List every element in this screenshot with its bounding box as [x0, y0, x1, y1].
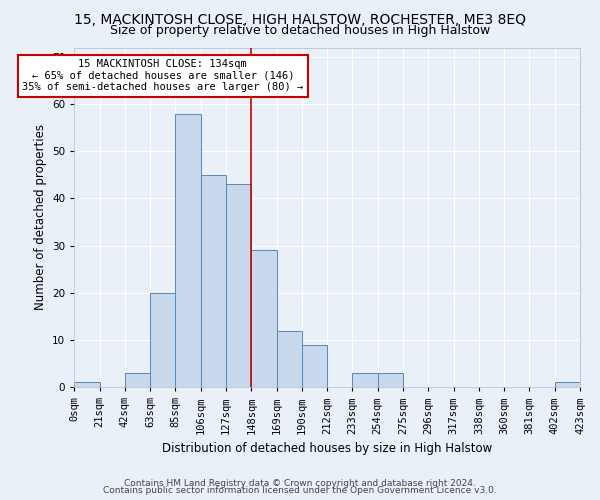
Text: 15, MACKINTOSH CLOSE, HIGH HALSTOW, ROCHESTER, ME3 8EQ: 15, MACKINTOSH CLOSE, HIGH HALSTOW, ROCH… [74, 12, 526, 26]
Bar [555, 382, 580, 387]
Text: 15 MACKINTOSH CLOSE: 134sqm
← 65% of detached houses are smaller (146)
35% of se: 15 MACKINTOSH CLOSE: 134sqm ← 65% of det… [22, 60, 304, 92]
Bar [302, 344, 327, 387]
Bar [277, 330, 302, 387]
Bar [352, 373, 378, 387]
Bar [378, 373, 403, 387]
X-axis label: Distribution of detached houses by size in High Halstow: Distribution of detached houses by size … [162, 442, 492, 455]
Bar [200, 175, 226, 387]
Text: Contains public sector information licensed under the Open Government Licence v3: Contains public sector information licen… [103, 486, 497, 495]
Bar [125, 373, 150, 387]
Bar [150, 293, 175, 387]
Bar [175, 114, 200, 387]
Text: Size of property relative to detached houses in High Halstow: Size of property relative to detached ho… [110, 24, 490, 37]
Text: Contains HM Land Registry data © Crown copyright and database right 2024.: Contains HM Land Registry data © Crown c… [124, 478, 476, 488]
Bar [74, 382, 100, 387]
Bar [251, 250, 277, 387]
Y-axis label: Number of detached properties: Number of detached properties [34, 124, 47, 310]
Bar [226, 184, 251, 387]
